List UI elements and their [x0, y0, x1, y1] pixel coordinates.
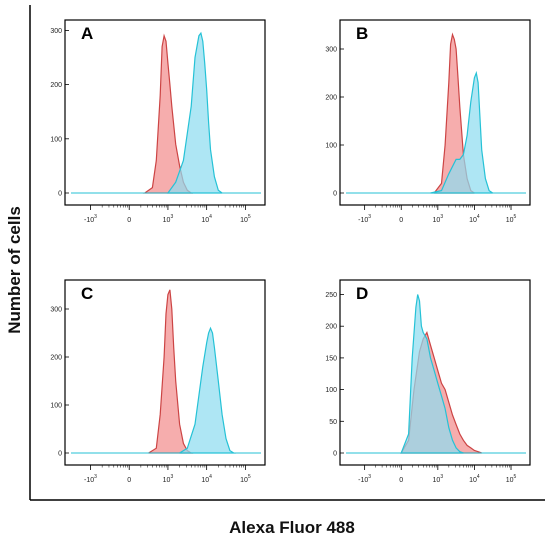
- y-tick-label: 0: [333, 451, 337, 458]
- series-cyan-histogram: [430, 70, 494, 194]
- y-tick-label: 250: [325, 292, 337, 299]
- x-tick-label: -103: [358, 214, 371, 224]
- panel-letter: B: [356, 24, 368, 43]
- x-tick-label: 105: [240, 214, 251, 224]
- y-tick-label: 0: [333, 191, 337, 198]
- x-tick-label: 103: [433, 474, 444, 484]
- panel-frame: [339, 19, 531, 206]
- y-tick-label: 300: [325, 47, 337, 54]
- x-axis-label: Alexa Fluor 488: [229, 518, 355, 537]
- x-tick-label: 0: [127, 217, 131, 224]
- y-tick-label: 200: [325, 95, 337, 102]
- x-tick-label: 103: [163, 214, 174, 224]
- x-tick-label: 105: [506, 474, 517, 484]
- x-tick-label: 104: [201, 474, 212, 484]
- y-tick-label: 300: [50, 28, 62, 35]
- panel-letter: A: [81, 24, 93, 43]
- y-tick-label: 50: [329, 419, 337, 426]
- y-tick-label: 200: [50, 355, 62, 362]
- y-tick-label: 150: [325, 355, 337, 362]
- panel-C: C 0 100 200 300 -103 0 103 104 105: [50, 279, 266, 484]
- y-tick-label: 300: [50, 307, 62, 314]
- y-axis-label: Number of cells: [5, 206, 24, 334]
- x-tick-label: 103: [163, 474, 174, 484]
- x-tick-label: 105: [506, 214, 517, 224]
- x-tick-label: 0: [399, 477, 403, 484]
- x-tick-label: 104: [469, 474, 480, 484]
- y-tick-label: 0: [58, 451, 62, 458]
- x-tick-label: 105: [240, 474, 251, 484]
- x-tick-label: 0: [399, 217, 403, 224]
- panel-A: A 0 100 200 300 -103 0 103 104 105: [50, 19, 266, 224]
- x-tick-label: 0: [127, 477, 131, 484]
- y-tick-label: 100: [50, 403, 62, 410]
- panel-D: D 0 50 100 150 200 250 -103 0 103 104 105: [325, 279, 531, 484]
- y-tick-label: 100: [325, 143, 337, 150]
- panel-letter: D: [356, 284, 368, 303]
- y-tick-label: 100: [325, 387, 337, 394]
- y-tick-label: 0: [58, 191, 62, 198]
- series-cyan-histogram: [179, 326, 236, 454]
- x-tick-label: 103: [433, 214, 444, 224]
- y-tick-label: 200: [50, 82, 62, 89]
- series-cyan-histogram: [166, 31, 223, 194]
- y-tick-label: 200: [325, 324, 337, 331]
- y-tick-label: 100: [50, 136, 62, 143]
- panel-letter: C: [81, 284, 93, 303]
- series-cyan-histogram: [400, 294, 464, 454]
- x-tick-label: -103: [84, 214, 97, 224]
- x-tick-label: -103: [84, 474, 97, 484]
- x-tick-label: 104: [469, 214, 480, 224]
- panel-B: B 0 100 200 300 -103 0 103 104 105: [325, 19, 531, 224]
- x-tick-label: 104: [201, 214, 212, 224]
- x-tick-label: -103: [358, 474, 371, 484]
